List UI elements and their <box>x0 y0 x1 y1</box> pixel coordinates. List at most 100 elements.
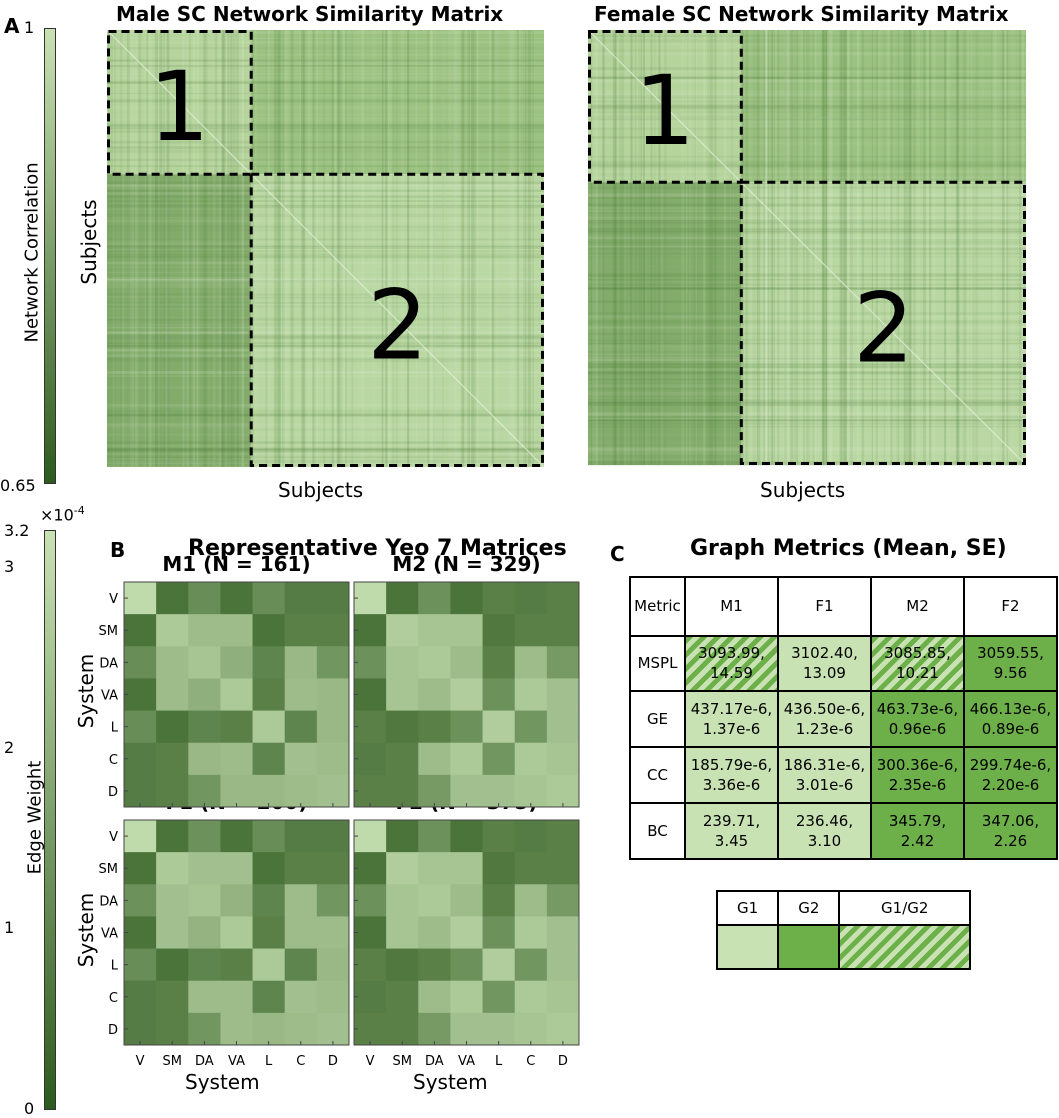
matrix-texture-stripe <box>896 30 900 465</box>
matrix-texture-stripe <box>1004 30 1007 465</box>
matrix-texture-stripe <box>432 30 436 467</box>
matrix-texture-stripe <box>588 392 1026 395</box>
yeo-cell <box>354 1012 387 1046</box>
matrix-texture-stripe <box>310 30 314 467</box>
yeo-cell <box>188 948 221 982</box>
matrix-texture-stripe <box>107 280 544 283</box>
yeo-y-tick-label: VA <box>101 689 118 704</box>
matrix-texture-stripe <box>431 30 435 467</box>
matrix-texture-stripe <box>916 30 920 465</box>
matrix-texture-stripe <box>588 395 1026 397</box>
metrics-header-f1: F1 <box>777 576 872 637</box>
matrix-texture-stripe <box>588 54 1026 56</box>
matrix-texture-stripe <box>588 76 1026 78</box>
colorbar-a-max: 1 <box>24 18 35 37</box>
matrix-texture-stripe <box>390 30 393 467</box>
matrix-texture-stripe <box>588 415 1026 418</box>
matrix-texture-stripe <box>765 30 768 465</box>
yeo-cell <box>514 742 548 776</box>
yeo-cell <box>450 980 484 1014</box>
metrics-cell-mean: 345.79, <box>888 812 947 831</box>
matrix-texture-stripe <box>588 76 1026 80</box>
matrix-texture-stripe <box>107 47 544 50</box>
metrics-cell-se: 2.35e-6 <box>888 776 947 795</box>
matrix-texture-stripe <box>107 460 544 464</box>
matrix-texture-stripe <box>963 30 967 465</box>
yeo-cell <box>188 916 221 950</box>
colorbar-b-tick: 3 <box>4 557 15 577</box>
matrix-texture-stripe <box>588 227 1026 230</box>
matrix-texture-stripe <box>630 30 633 465</box>
yeo-cell <box>450 774 484 808</box>
matrix-texture-stripe <box>236 30 239 467</box>
matrix-texture-stripe <box>588 136 1026 140</box>
matrix-texture-stripe <box>284 30 287 467</box>
yeo-cell <box>316 980 350 1014</box>
metrics-cell-se: 3.45 <box>714 832 749 851</box>
yeo-cell <box>354 852 387 885</box>
matrix-texture-stripe <box>300 30 303 467</box>
matrix-texture-stripe <box>630 30 634 465</box>
yeo-cell <box>418 852 451 885</box>
female-matrix-title: Female SC Network Similarity Matrix <box>594 2 1009 26</box>
matrix-texture-stripe <box>588 399 1026 402</box>
matrix-texture-stripe <box>829 30 833 465</box>
matrix-texture-stripe <box>510 30 513 467</box>
matrix-texture-stripe <box>107 326 544 329</box>
matrix-texture-stripe <box>913 30 916 465</box>
matrix-texture-stripe <box>107 451 544 453</box>
yeo-cell <box>220 774 254 808</box>
matrix-texture-stripe <box>107 81 544 84</box>
yeo-cell <box>156 742 189 776</box>
matrix-texture-stripe <box>588 98 1026 101</box>
yeo-x-tick-label: SM <box>392 1054 411 1069</box>
matrix-texture-stripe <box>107 161 544 163</box>
yeo-cell <box>482 678 516 712</box>
matrix-texture-stripe <box>619 30 622 465</box>
colorbar-a <box>44 28 56 484</box>
yeo-cell <box>188 774 221 808</box>
yeo-cell <box>354 980 387 1014</box>
matrix-texture-stripe <box>931 30 934 465</box>
yeo-cell <box>188 1012 221 1046</box>
matrix-diagonal <box>106 29 545 468</box>
matrix-texture-stripe <box>107 448 544 452</box>
yeo-matrix: V SM DA VA L C D <box>353 819 580 1069</box>
matrix-texture-stripe <box>107 38 544 40</box>
matrix-texture-stripe <box>807 30 811 465</box>
yeo-cell <box>284 710 318 744</box>
matrix-texture-stripe <box>107 66 544 69</box>
yeo-cell <box>418 742 451 776</box>
matrix-texture-stripe <box>107 148 544 152</box>
metrics-row-ge: GE 437.17e-6, 1.37e-6 436.50e-6, 1.23e-6 463.… <box>629 690 1058 749</box>
yeo-cell <box>354 742 387 776</box>
matrix-texture-stripe <box>593 30 596 465</box>
matrix-texture-stripe <box>588 221 1026 225</box>
yeo-ylabel-top: System <box>74 653 98 729</box>
matrix-texture-stripe <box>212 30 216 467</box>
metrics-cell: 437.17e-6, 1.37e-6 <box>684 690 779 749</box>
yeo-cell <box>188 884 221 917</box>
yeo-x-tick-label: C <box>296 1054 305 1069</box>
matrix-texture-stripe <box>400 30 404 467</box>
yeo-cell <box>386 710 419 744</box>
matrix-texture-stripe <box>107 31 544 35</box>
matrix-texture-stripe <box>932 30 936 465</box>
matrix-texture-stripe <box>588 311 1026 316</box>
matrix-texture-stripe <box>588 411 1026 414</box>
matrix-texture-stripe <box>218 30 222 467</box>
matrix-texture-stripe <box>232 30 236 467</box>
yeo-y-tick-label: L <box>111 721 119 736</box>
yeo-cell <box>386 678 419 712</box>
cluster-2-box <box>739 180 1027 465</box>
matrix-texture-stripe <box>695 30 697 465</box>
yeo-y-tick-label: D <box>108 785 118 800</box>
yeo-cell <box>482 614 516 647</box>
matrix-texture-stripe <box>165 30 169 467</box>
matrix-texture-stripe <box>107 114 544 116</box>
matrix-texture-stripe <box>122 30 124 467</box>
matrix-texture-stripe <box>196 30 199 467</box>
matrix-texture-stripe <box>588 160 1026 163</box>
yeo-cell <box>156 948 189 982</box>
matrix-texture-stripe <box>588 93 1026 98</box>
